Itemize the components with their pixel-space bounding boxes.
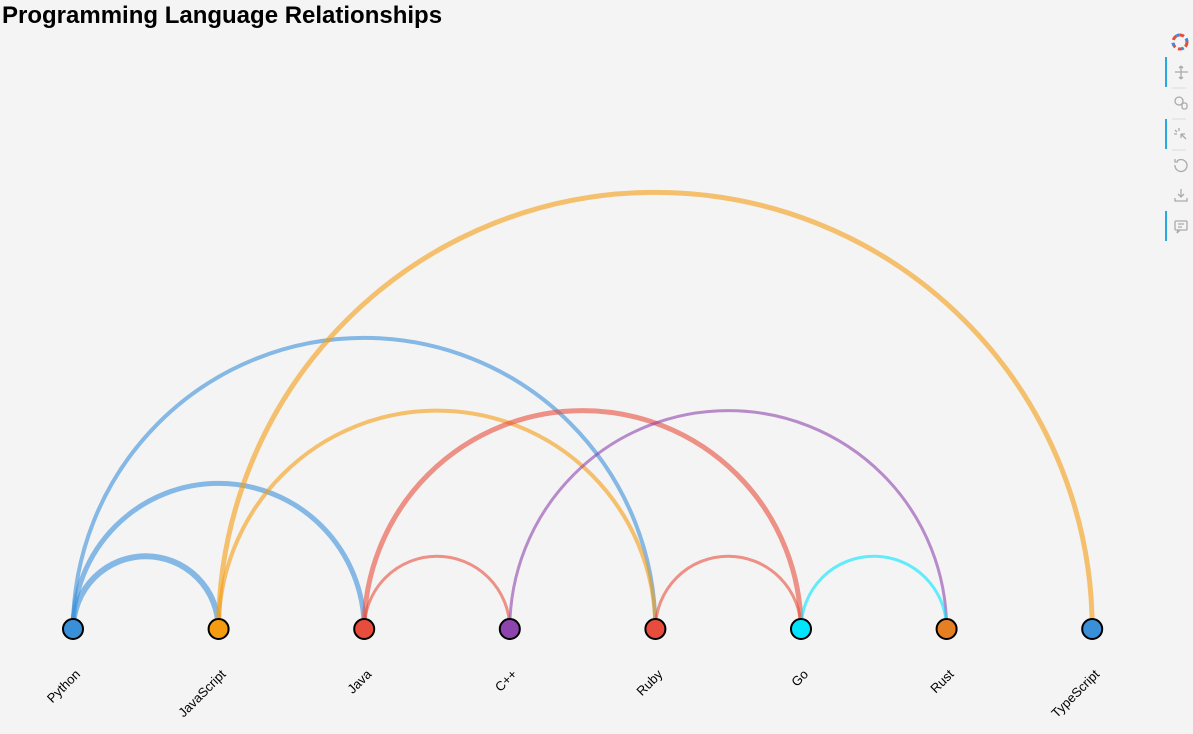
links [70, 189, 1095, 630]
save-tool[interactable] [1174, 189, 1188, 202]
pan-tool[interactable] [1175, 65, 1188, 80]
link-arc [216, 408, 658, 630]
node [935, 618, 958, 640]
link-arc [70, 480, 367, 630]
hover-tool[interactable] [1174, 220, 1188, 234]
link-arc [799, 554, 949, 630]
diagram-title: Programming Language Relationships [2, 2, 442, 29]
node [353, 618, 376, 640]
link-arc [508, 409, 949, 630]
link-arc [653, 554, 803, 630]
link-arc [71, 335, 658, 630]
link-arc [70, 553, 222, 630]
node [62, 618, 84, 640]
node [644, 618, 667, 640]
node [790, 618, 812, 640]
toolbar [1165, 33, 1189, 241]
link-arc [216, 189, 1095, 630]
node [1081, 618, 1104, 640]
wheel-zoom-tool[interactable] [1174, 96, 1188, 110]
logo [1171, 33, 1189, 51]
reset-tool[interactable] [1174, 158, 1188, 173]
node [207, 618, 230, 640]
tap-tool[interactable] [1174, 128, 1187, 140]
node [498, 618, 521, 640]
link-arc [361, 408, 804, 630]
link-arc [362, 554, 512, 630]
